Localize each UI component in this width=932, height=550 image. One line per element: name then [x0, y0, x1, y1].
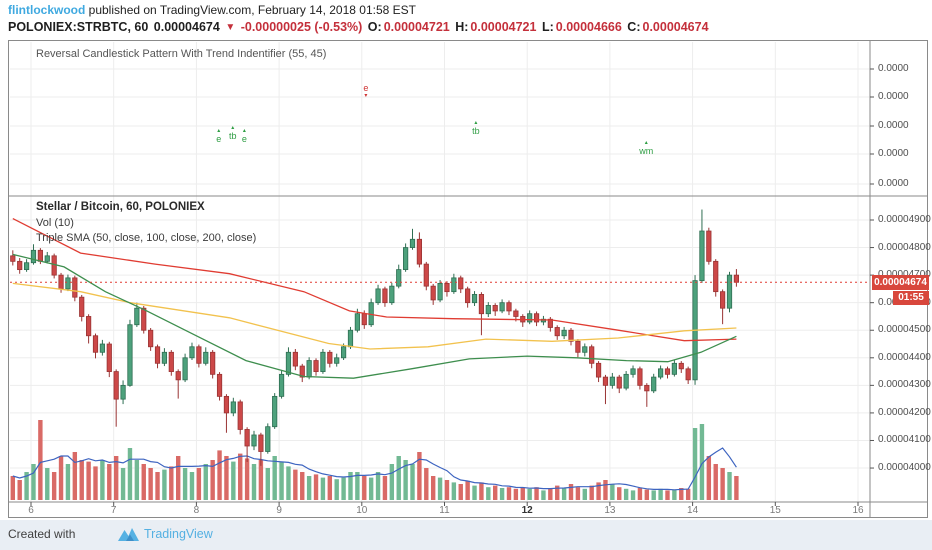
triangle-up-icon: ▴ — [217, 128, 221, 134]
time-axis-label[interactable]: 14 — [687, 505, 699, 516]
price-axis-label[interactable]: 0.00004900 — [878, 214, 931, 225]
time-axis-label[interactable]: 7 — [110, 505, 117, 516]
time-axis-label[interactable]: 11 — [439, 505, 450, 516]
created-with-text: Created with — [8, 527, 76, 541]
pattern-marker: e ▾ — [356, 83, 376, 100]
pattern-marker: ▴ wm — [636, 140, 656, 156]
pattern-marker-label: e — [241, 134, 247, 144]
price-axis-label[interactable]: 0.00004400 — [878, 351, 931, 363]
triangle-up-icon: ▴ — [644, 140, 648, 146]
time-axis-label[interactable]: 16 — [852, 505, 864, 516]
symbol-legend: Stellar / Bitcoin, 60, POLONIEX — [36, 201, 205, 213]
close-label: C: — [627, 20, 641, 34]
ticker-last-price: 0.00004674 — [153, 20, 220, 34]
price-axis-label[interactable]: 0.00004300 — [878, 379, 931, 391]
publish-line: flintlockwood published on TradingView.c… — [8, 3, 416, 17]
triangle-up-icon: ▴ — [231, 125, 235, 131]
time-axis-label[interactable]: 9 — [276, 505, 282, 516]
current-price-tag: 0.00004674 — [872, 275, 929, 291]
pattern-marker-label: tb — [472, 126, 480, 136]
tradingview-logo-icon — [118, 527, 139, 546]
price-axis-label[interactable]: 0.00004700 — [878, 269, 931, 280]
pattern-marker-label: e — [363, 83, 369, 93]
high-label: H: — [455, 20, 469, 34]
time-axis-label[interactable]: 10 — [356, 505, 368, 516]
chart-widget: Reversal Candlestick Pattern With Trend … — [8, 40, 931, 518]
price-chart-canvas[interactable] — [9, 41, 927, 517]
indicator-axis-label[interactable]: 0.0000 — [878, 148, 909, 159]
pattern-marker: ▴ tb — [223, 125, 243, 141]
price-axis-label[interactable]: 0.00004000 — [878, 462, 931, 474]
time-axis-label[interactable]: 6 — [28, 505, 34, 516]
price-axis-label[interactable]: 0.00004100 — [878, 434, 931, 446]
high-value: 0.00004721 — [470, 20, 537, 34]
volume-legend: Vol (10) — [36, 217, 74, 229]
indicator-axis-label[interactable]: 0.0000 — [878, 91, 909, 102]
pattern-marker-label: e — [216, 134, 222, 144]
pattern-marker-label: tb — [229, 131, 237, 141]
bar-countdown: 01:55 — [893, 291, 929, 306]
indicator-axis-label[interactable]: 0.0000 — [878, 63, 909, 74]
published-text: published on TradingView.com, February 1… — [85, 3, 416, 17]
indicator-axis-label[interactable]: 0.0000 — [878, 178, 909, 189]
close-value: 0.00004674 — [642, 20, 709, 34]
open-value: 0.00004721 — [383, 20, 450, 34]
triangle-down-icon: ▾ — [364, 93, 368, 99]
pattern-marker: ▴ e — [234, 128, 254, 144]
username-link[interactable]: flintlockwood — [8, 3, 86, 17]
ticker-line: POLONIEX:STRBTC, 60 0.00004674 ▼ -0.0000… — [8, 20, 711, 34]
time-axis-label[interactable]: 15 — [769, 505, 781, 516]
footer: Created with TradingView — [0, 520, 932, 550]
ticker-symbol: POLONIEX:STRBTC, 60 — [8, 20, 149, 34]
open-label: O: — [367, 20, 382, 34]
pattern-marker: ▴ e — [209, 128, 229, 144]
time-axis-label[interactable]: 12 — [521, 505, 533, 516]
price-axis-label[interactable]: 0.00004500 — [878, 324, 931, 336]
pattern-marker: ▴ tb — [466, 120, 486, 136]
time-axis-label[interactable]: 8 — [193, 505, 200, 516]
low-value: 0.00004666 — [555, 20, 622, 34]
indicator-axis-label[interactable]: 0.0000 — [878, 120, 909, 131]
sma-legend: Triple SMA (50, close, 100, close, 200, … — [36, 232, 257, 244]
time-axis-label[interactable]: 13 — [604, 505, 616, 516]
price-axis-label[interactable]: 0.00004800 — [878, 241, 931, 253]
price-axis-label[interactable]: 0.00004200 — [878, 406, 931, 418]
ticker-change: -0.00000025 (-0.53%) — [240, 20, 363, 34]
tradingview-brand-link[interactable]: TradingView — [144, 527, 213, 541]
low-label: L: — [541, 20, 554, 34]
triangle-up-icon: ▴ — [242, 128, 246, 134]
change-down-icon: ▼ — [225, 22, 236, 33]
pattern-marker-label: wm — [639, 146, 654, 156]
triangle-up-icon: ▴ — [474, 120, 478, 126]
indicator-pane-title: Reversal Candlestick Pattern With Trend … — [36, 48, 327, 60]
